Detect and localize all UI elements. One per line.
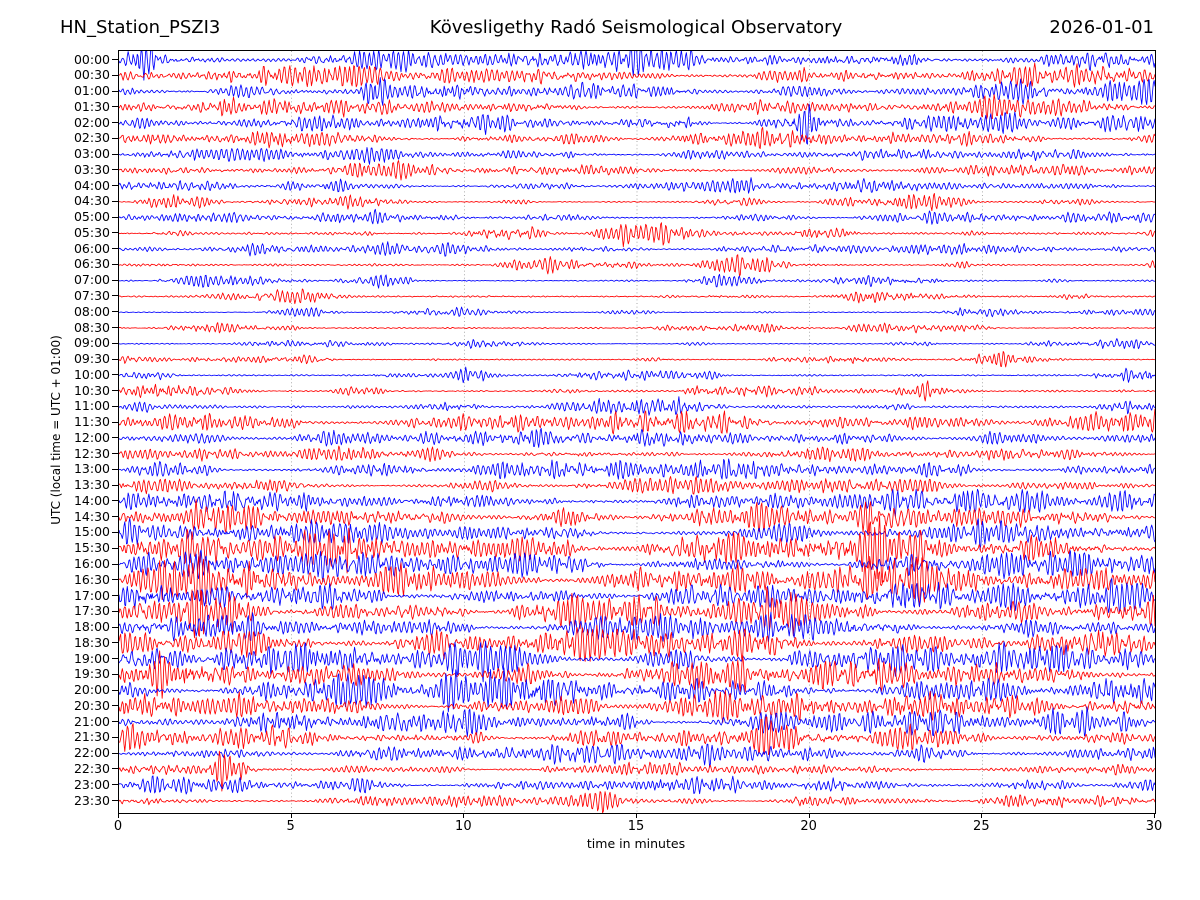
y-tick-label: 19:30 [73,666,110,682]
y-tick-label: 06:00 [73,240,110,256]
y-tick-label: 02:00 [73,114,110,130]
y-tick-label: 01:00 [73,83,110,99]
x-tick-label: 10 [455,819,472,834]
x-tick-label: 25 [973,819,990,834]
y-tick-label: 08:00 [73,303,110,319]
y-axis-label: UTC (local time = UTC + 01:00) [49,335,63,525]
y-tick-label: 17:30 [73,603,110,619]
x-tick-label: 5 [286,819,295,834]
plot-area [118,50,1156,814]
y-tick-label: 22:30 [73,760,110,776]
y-tick-label: 21:00 [73,713,110,729]
y-tick-label: 07:00 [73,272,110,288]
y-tick-label: 05:30 [73,224,110,240]
y-tick-label: 21:30 [73,729,110,745]
y-tick-label: 20:00 [73,682,110,698]
y-tick-label: 04:30 [73,193,110,209]
x-tick-label: 30 [1145,819,1163,834]
y-tick-label: 03:30 [73,161,110,177]
x-tick-label: 20 [800,819,817,834]
y-tick-label: 05:00 [73,209,110,225]
y-tick-label: 17:00 [73,587,110,603]
y-tick-label: 15:30 [73,540,110,556]
x-tick-label: 0 [113,819,123,834]
y-tick-label: 22:00 [73,745,110,761]
y-tick-label: 23:30 [73,792,110,808]
observatory-title: Kövesligethy Radó Seismological Observat… [429,17,843,38]
y-tick-label: 23:00 [73,776,110,792]
y-tick-label: 02:30 [73,130,110,146]
y-tick-label: 16:00 [73,556,110,571]
y-tick-label: 03:00 [73,146,110,162]
y-tick-label: 06:30 [73,256,110,272]
y-tick-label: 18:30 [73,634,110,650]
x-tick-label: 15 [627,819,645,834]
y-tick-label: 16:30 [73,571,110,587]
y-tick-label: 07:30 [73,287,110,303]
y-tick-label: 18:00 [73,619,110,635]
y-tick-label: 00:30 [73,67,110,83]
x-axis-label: time in minutes [586,836,686,851]
y-tick-label: 20:30 [73,697,110,713]
date-title: 2026-01-01 [1049,17,1154,38]
y-tick-label: 01:30 [73,98,110,114]
y-tick-label: 04:00 [73,177,110,193]
station-title: HN_Station_PSZI3 [60,17,221,38]
y-tick-label: 19:00 [73,650,110,666]
y-tick-label: 00:00 [73,51,110,67]
seismogram-traces-canvas [119,51,1155,813]
